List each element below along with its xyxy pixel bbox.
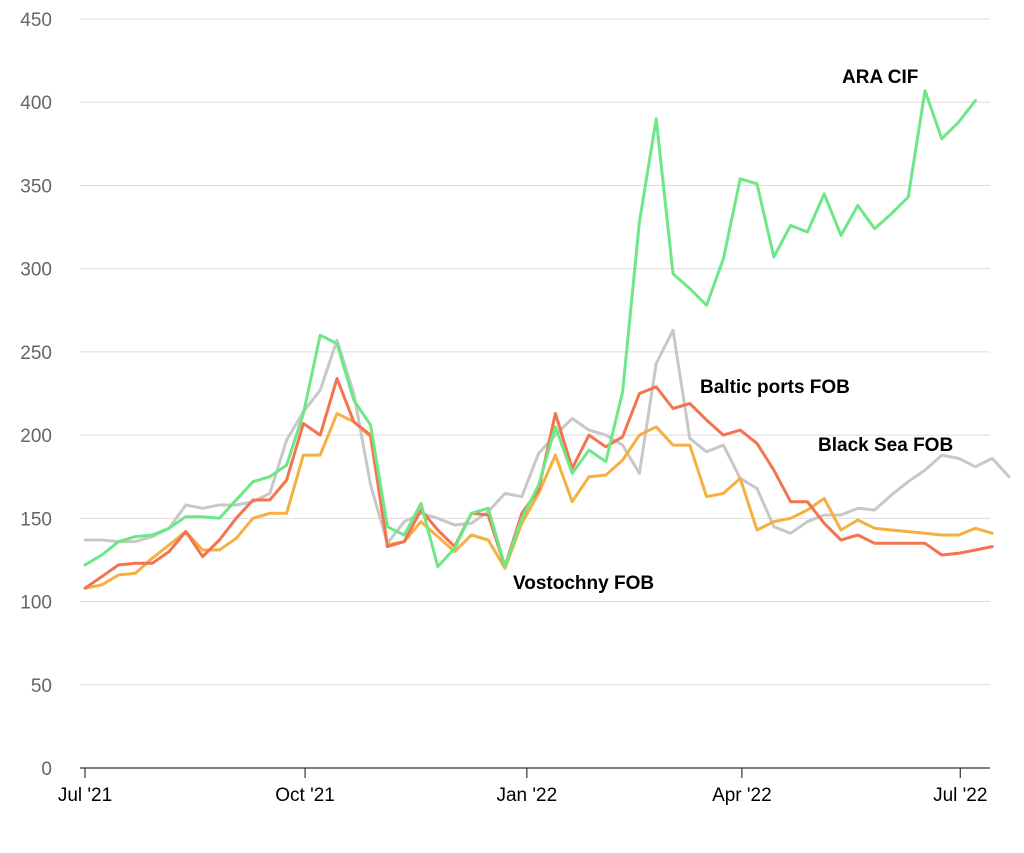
annotation-baltic-ports-fob: Baltic ports FOB bbox=[700, 377, 850, 398]
y-tick-label-250: 250 bbox=[20, 343, 52, 364]
y-tick-label-300: 300 bbox=[20, 260, 52, 281]
x-tick-label-1: Oct '21 bbox=[275, 785, 335, 806]
y-tick-label-200: 200 bbox=[20, 426, 52, 447]
series-line-black-sea-fob bbox=[83, 328, 1011, 545]
annotation-ara-cif: ARA CIF bbox=[842, 67, 918, 88]
series-lines bbox=[83, 89, 1011, 590]
series-line-vostochny-fob bbox=[83, 412, 994, 590]
y-tick-label-0: 0 bbox=[41, 759, 52, 780]
series-line-baltic-ports-fob bbox=[83, 377, 994, 590]
x-tick-label-2: Jan '22 bbox=[496, 785, 557, 806]
y-tick-label-150: 150 bbox=[20, 509, 52, 530]
x-tick-label-0: Jul '21 bbox=[58, 785, 112, 806]
y-tick-label-50: 50 bbox=[31, 676, 52, 697]
annotation-black-sea-fob: Black Sea FOB bbox=[818, 435, 953, 456]
y-tick-label-350: 350 bbox=[20, 176, 52, 197]
x-tick-label-4: Jul '22 bbox=[933, 785, 987, 806]
series-annotations: ARA CIF Baltic ports FOB Black Sea FOB V… bbox=[513, 67, 953, 594]
x-axis: Jul '21 Oct '21 Jan '22 Apr '22 Jul '22 bbox=[58, 767, 990, 806]
gridlines bbox=[80, 18, 990, 686]
x-tick-label-3: Apr '22 bbox=[712, 785, 772, 806]
y-axis-tick-labels: 0 50 100 150 200 250 300 350 400 450 bbox=[20, 10, 52, 780]
series-line-ara-cif bbox=[83, 89, 977, 569]
y-tick-label-100: 100 bbox=[20, 593, 52, 614]
y-tick-label-450: 450 bbox=[20, 10, 52, 31]
annotation-vostochny-fob: Vostochny FOB bbox=[513, 573, 654, 594]
y-tick-label-400: 400 bbox=[20, 93, 52, 114]
